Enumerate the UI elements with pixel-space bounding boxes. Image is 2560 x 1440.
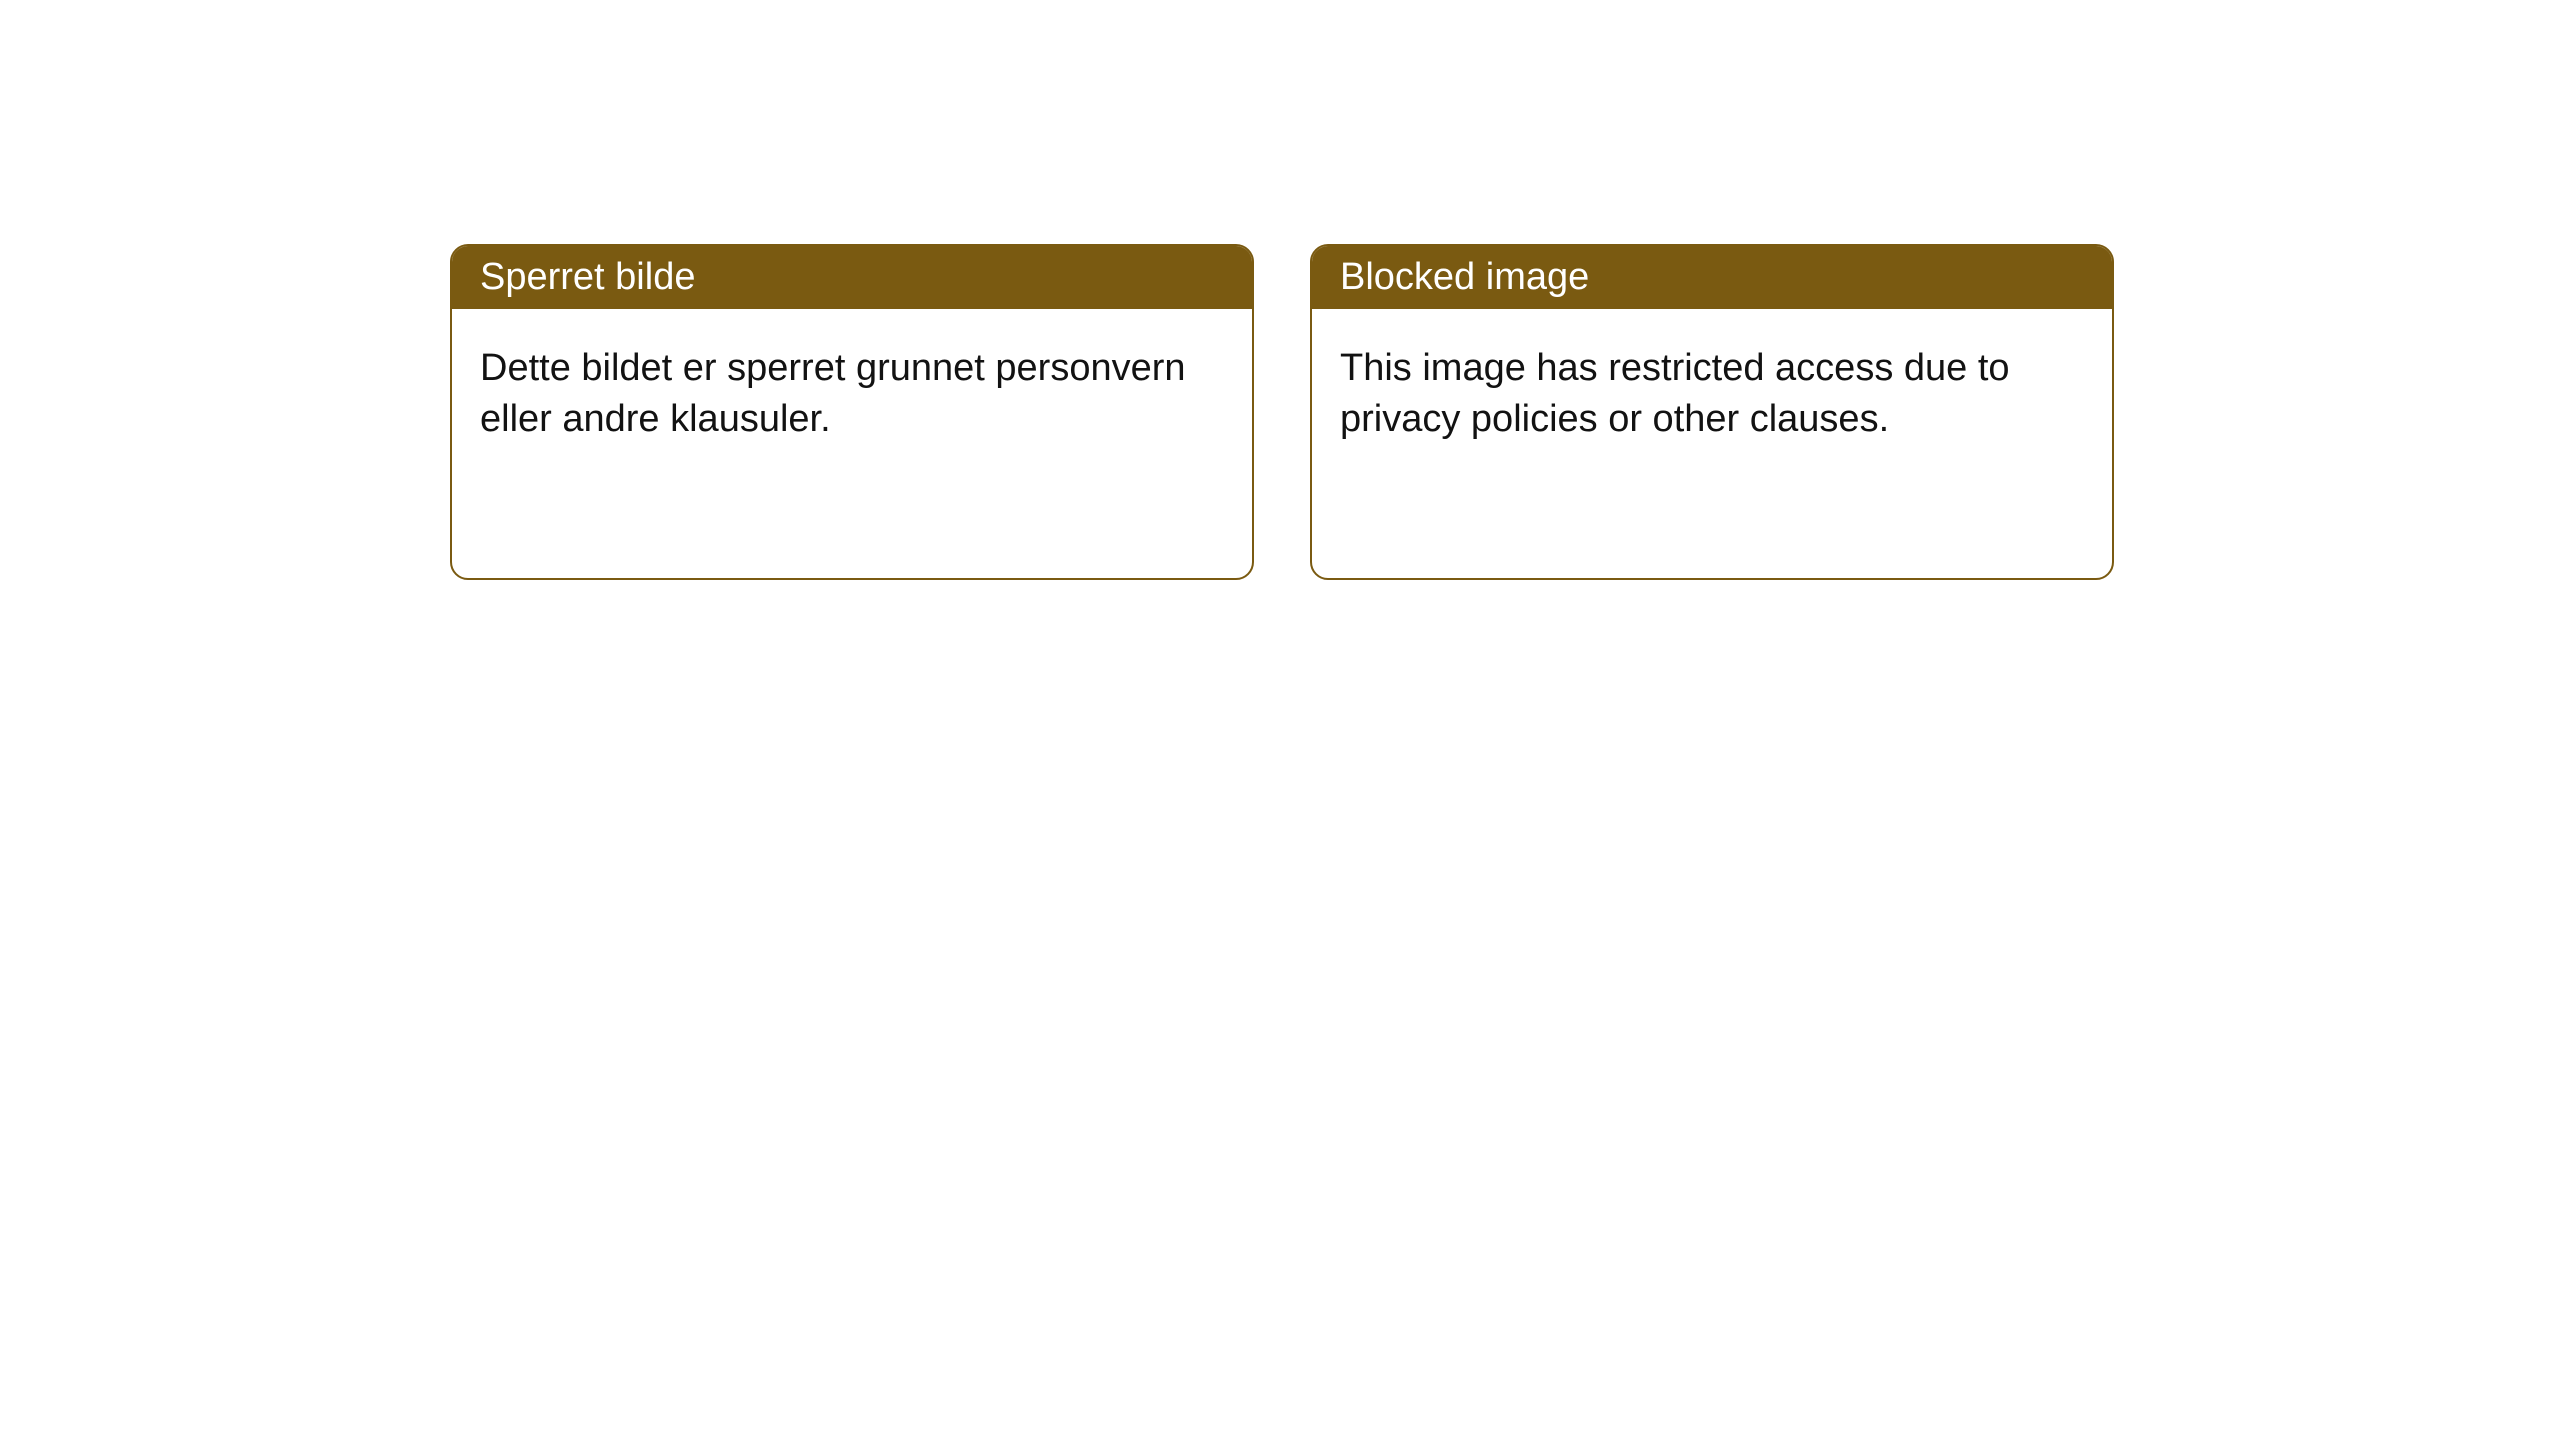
notice-card-norwegian: Sperret bilde Dette bildet er sperret gr… [450,244,1254,580]
notice-body-norwegian: Dette bildet er sperret grunnet personve… [452,309,1252,480]
notice-message-norwegian: Dette bildet er sperret grunnet personve… [480,347,1186,440]
notice-header-english: Blocked image [1312,246,2112,309]
notice-header-norwegian: Sperret bilde [452,246,1252,309]
notice-container: Sperret bilde Dette bildet er sperret gr… [0,0,2560,580]
notice-title-norwegian: Sperret bilde [480,256,695,298]
notice-message-english: This image has restricted access due to … [1340,347,2010,440]
notice-card-english: Blocked image This image has restricted … [1310,244,2114,580]
notice-body-english: This image has restricted access due to … [1312,309,2112,480]
notice-title-english: Blocked image [1340,256,1589,298]
